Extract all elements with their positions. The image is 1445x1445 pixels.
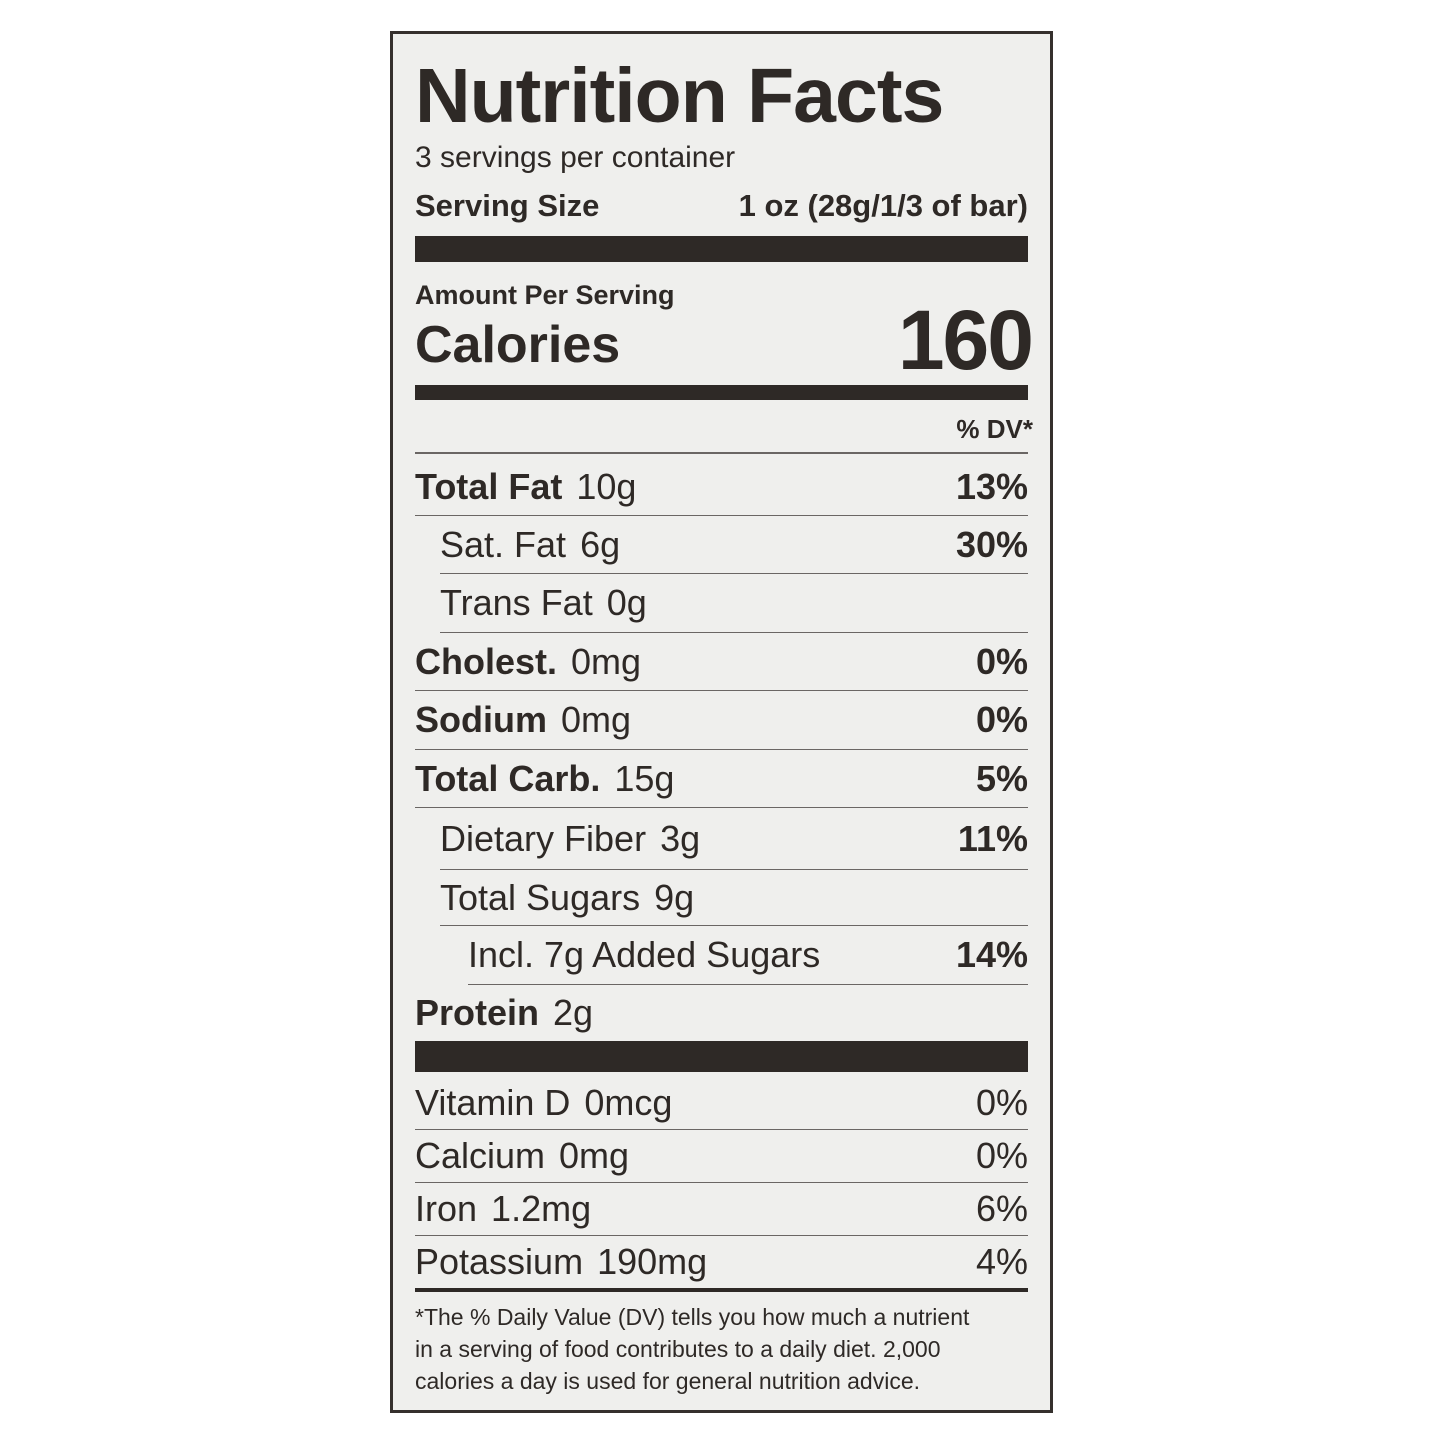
nutrient-dv: 13% <box>955 465 1028 507</box>
servings: 3 servings per container <box>415 141 736 174</box>
nutrient-name: Protein <box>415 992 540 1033</box>
vitamin-name: Iron <box>415 1188 478 1229</box>
nutrient-name: Incl. 7g Added Sugars <box>468 934 821 975</box>
vitamin-dv: 0% <box>975 1135 1028 1176</box>
footnote-line: in a serving of food contributes to a da… <box>415 1336 941 1362</box>
vitamin-dv: 4% <box>975 1241 1028 1282</box>
nutrient-amount: 0mg <box>561 699 632 740</box>
title: Nutrition Facts <box>415 53 944 139</box>
amount-per-serving: Amount Per Serving <box>415 280 675 310</box>
nutrient-amount: 10g <box>576 465 637 507</box>
nutrient-row: Total Sugars 9g <box>440 870 1028 926</box>
serving-size-value: 1 oz (28g/1/3 of bar) <box>738 188 1028 223</box>
nutrient-row: Cholest. 0mg 0% <box>415 633 1028 691</box>
calories-value: 160 <box>897 293 1034 387</box>
nutrient-dv: 30% <box>955 523 1028 565</box>
nutrient-dv: 0% <box>975 699 1028 740</box>
nutrient-name: Trans Fat <box>440 582 593 623</box>
calories-label: Calories <box>415 316 621 374</box>
serving-size-label: Serving Size <box>415 188 600 223</box>
vitamin-row: Iron 1.2mg 6% <box>415 1183 1028 1236</box>
vitamin-dv: 0% <box>975 1081 1028 1123</box>
nutrient-row: Incl. 7g Added Sugars 14% <box>468 926 1028 985</box>
nutrient-row: Total Fat 10g 13% <box>415 458 1028 516</box>
thick-rule <box>415 236 1028 262</box>
vitamin-name: Potassium <box>415 1241 584 1282</box>
thick-rule <box>415 1041 1028 1072</box>
nutrient-row: Total Carb. 15g 5% <box>415 750 1028 808</box>
footnote-line: calories a day is used for general nutri… <box>415 1368 921 1394</box>
nutrient-name: Total Sugars <box>440 876 641 918</box>
nutrient-row: Trans Fat 0g <box>440 574 1028 633</box>
vitamin-row: Potassium 190mg 4% <box>415 1236 1028 1292</box>
nutrient-row: Sat. Fat 6g 30% <box>440 516 1028 574</box>
nutrient-name: Total Carb. <box>415 757 601 799</box>
nutrient-amount: 2g <box>553 992 594 1033</box>
nutrient-amount: 3g <box>660 817 701 859</box>
dv-header: % DV* <box>956 414 1033 444</box>
nutrient-dv: 11% <box>957 817 1028 859</box>
thick-rule <box>415 385 1028 400</box>
vitamin-name: Calcium <box>415 1135 546 1176</box>
nutrient-amount: 9g <box>654 876 695 918</box>
nutrient-amount: 0mg <box>571 640 642 682</box>
nutrient-amount: 0g <box>606 582 647 623</box>
nutrient-name: Sodium <box>415 699 547 740</box>
footnote-line: *The % Daily Value (DV) tells you how mu… <box>415 1304 970 1330</box>
nutrient-row: Protein 2g <box>415 985 1028 1041</box>
nutrient-amount: 6g <box>580 523 621 565</box>
vitamin-dv: 6% <box>975 1188 1028 1229</box>
rule <box>415 452 1028 454</box>
vitamin-row: Calcium 0mg 0% <box>415 1130 1028 1183</box>
nutrient-amount: 15g <box>614 757 675 799</box>
nutrient-row: Sodium 0mg 0% <box>415 691 1028 750</box>
nutrient-dv: 14% <box>955 934 1028 975</box>
vitamin-amount: 190mg <box>597 1241 708 1282</box>
nutrient-dv: 5% <box>975 757 1028 799</box>
vitamin-amount: 0mg <box>559 1135 630 1176</box>
vitamin-name: Vitamin D <box>415 1081 571 1123</box>
nutrient-dv: 0% <box>975 640 1028 682</box>
nutrient-name: Dietary Fiber <box>440 817 647 859</box>
vitamin-amount: 0mcg <box>584 1081 673 1123</box>
nutrient-row: Dietary Fiber 3g 11% <box>440 808 1028 870</box>
nutrient-name: Sat. Fat <box>440 523 567 565</box>
nutrient-name: Total Fat <box>415 465 563 507</box>
vitamin-amount: 1.2mg <box>491 1188 592 1229</box>
nutrient-name: Cholest. <box>415 640 558 682</box>
vitamin-row: Vitamin D 0mcg 0% <box>415 1076 1028 1130</box>
